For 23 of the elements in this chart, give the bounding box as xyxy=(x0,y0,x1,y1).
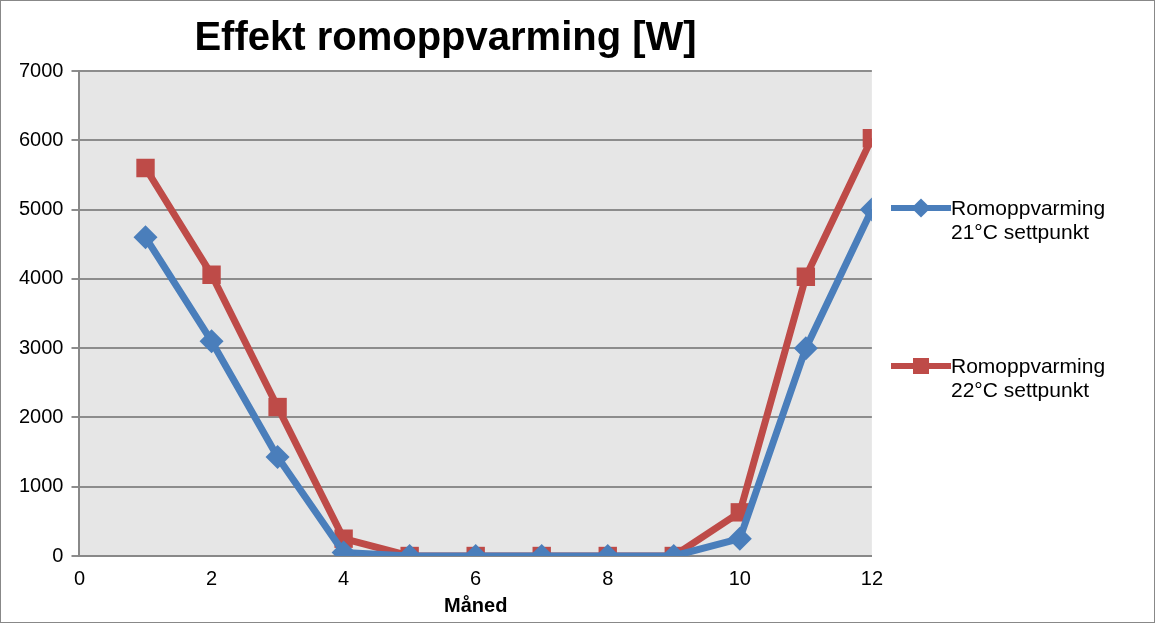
y-tick-label: 3000 xyxy=(18,335,64,358)
point xyxy=(133,225,158,250)
x-tick-label: 10 xyxy=(728,566,751,589)
x-axis-title: Måned xyxy=(444,593,508,616)
x-tick-label: 6 xyxy=(470,566,482,589)
point xyxy=(796,267,816,286)
y-tick-label: 4000 xyxy=(18,266,64,289)
y-tick-label: 7000 xyxy=(18,58,64,81)
x-tick-label: 8 xyxy=(602,566,614,589)
legend-label: Romoppvarming 22°C settpunkt xyxy=(951,354,1107,402)
chart-title: Effekt romoppvarming [W] xyxy=(194,14,697,59)
y-tick-label: 1000 xyxy=(18,474,64,497)
y-tick-label: 2000 xyxy=(18,404,64,427)
x-tick-label: 0 xyxy=(73,566,86,589)
y-tick-label: 6000 xyxy=(18,127,64,150)
x-tick-label: 2 xyxy=(205,566,218,589)
legend-label: Romoppvarming 21°C settpunkt xyxy=(951,196,1107,244)
point xyxy=(136,158,155,178)
x-tick-label: 4 xyxy=(338,566,350,589)
y-tick-label: 5000 xyxy=(18,197,64,220)
point xyxy=(202,265,221,284)
y-tick-label: 0 xyxy=(52,543,64,566)
x-tick-label: 12 xyxy=(860,566,883,589)
